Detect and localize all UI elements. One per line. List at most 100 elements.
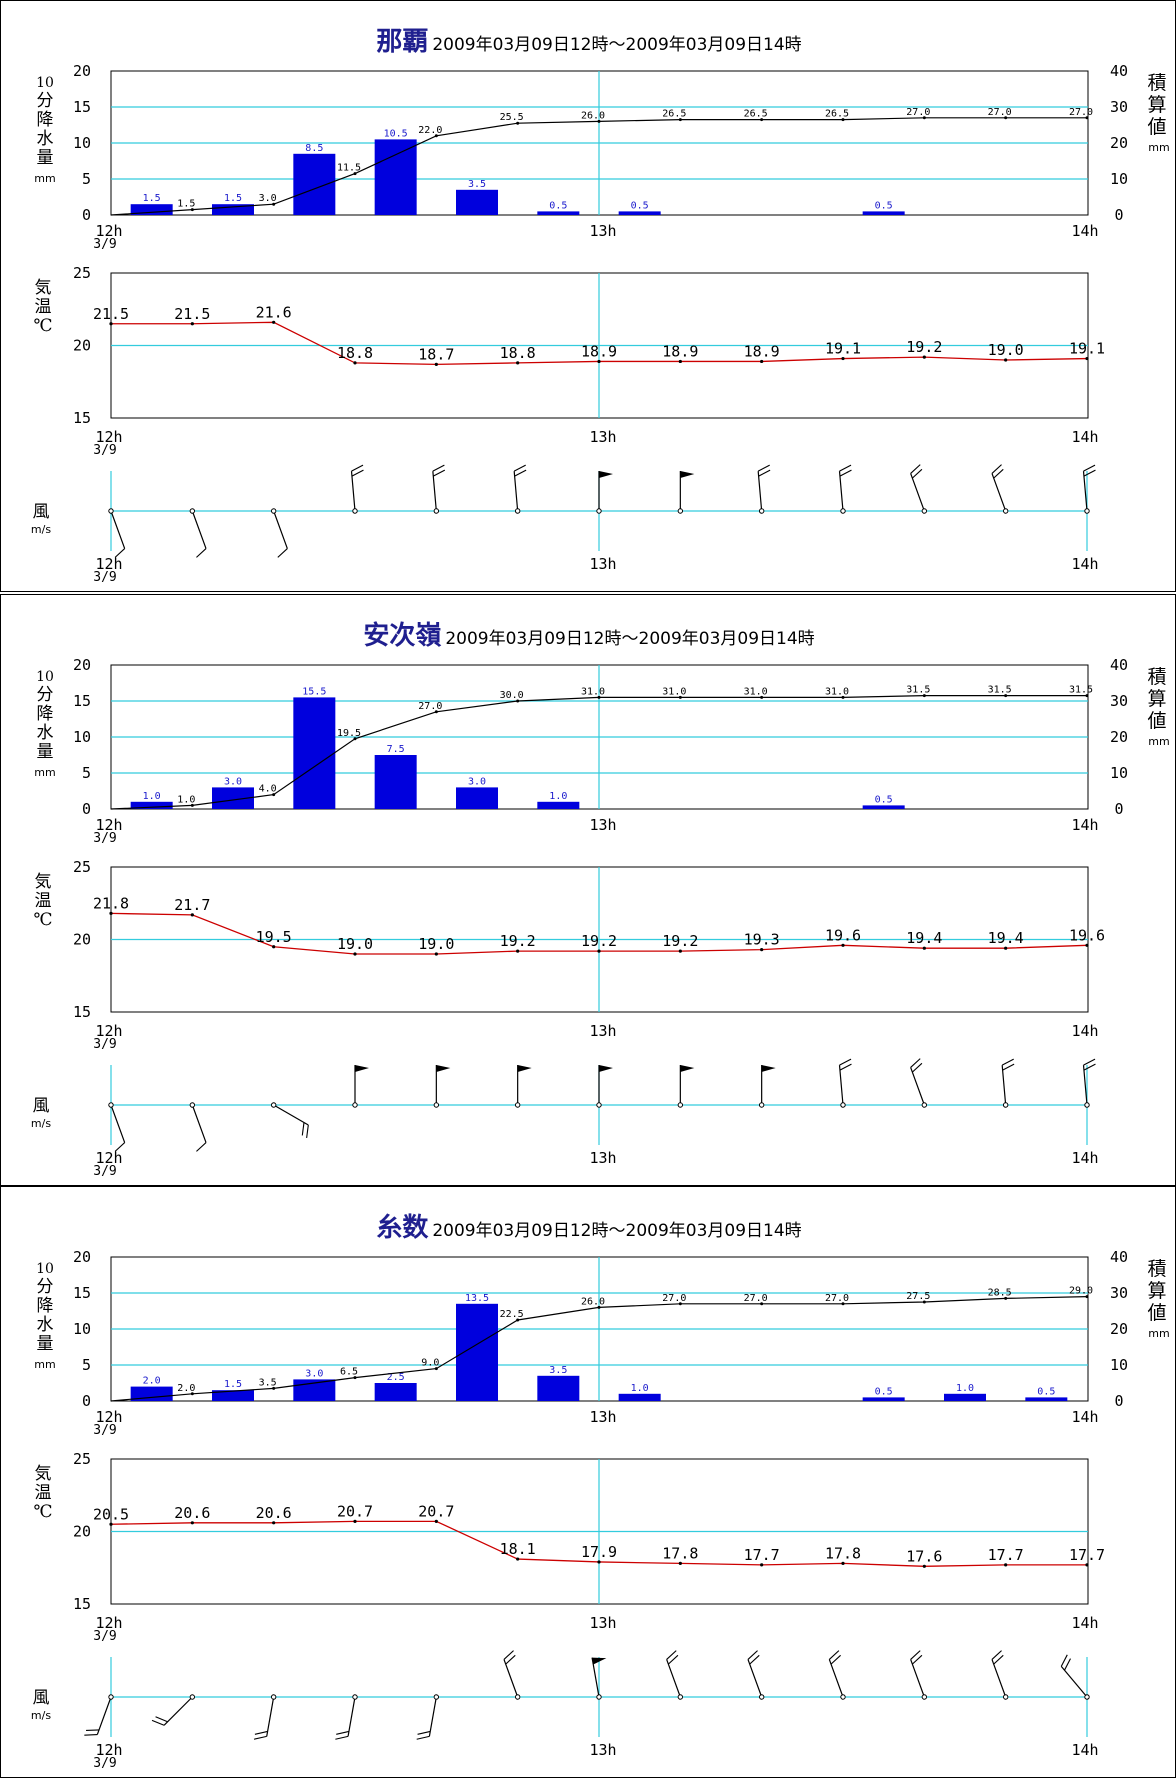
- wind-barb-feather: [910, 1058, 921, 1068]
- wind-barb-pennant: [436, 1065, 451, 1072]
- wind-barb: [991, 464, 1009, 514]
- cumulative-label: 27.0: [1069, 107, 1093, 118]
- rain-bar: [212, 787, 254, 809]
- wind-barb-feather: [196, 1142, 207, 1152]
- wind-barb-station: [677, 1102, 684, 1108]
- wind-barb-shaft: [96, 1696, 112, 1735]
- station-name: 安次嶺: [363, 621, 442, 651]
- temperature-point: [190, 1521, 194, 1525]
- rain-bar-label: 3.0: [468, 776, 486, 787]
- rain-axis-unit: mm: [34, 172, 55, 185]
- wind-barb-feather: [513, 464, 526, 472]
- cum-ytick-label: 20: [1110, 728, 1128, 746]
- wind-barb-feather: [433, 469, 446, 477]
- wind-axis-title: 風: [33, 1096, 50, 1116]
- wind-barb-station: [1084, 1102, 1090, 1108]
- wind-barb-pennant: [761, 1065, 776, 1072]
- temperature-label: 19.6: [1069, 926, 1105, 944]
- temperature-label: 19.2: [662, 932, 698, 950]
- cumulative-point: [434, 710, 438, 714]
- cum-ytick-label: 40: [1110, 656, 1128, 674]
- wind-barb: [270, 508, 288, 558]
- cumulative-point: [434, 134, 438, 138]
- cum-ytick-label: 30: [1110, 98, 1128, 116]
- rain-xtick-label: 13h: [589, 816, 616, 834]
- cumulative-label: 4.0: [259, 784, 277, 795]
- wind-barb-feather: [1083, 1058, 1096, 1066]
- temperature-point: [516, 361, 520, 365]
- temp-xtick-date: 3/9: [93, 443, 116, 458]
- rain-bar-label: 8.5: [305, 143, 323, 154]
- cumulative-label: 27.5: [906, 1291, 930, 1302]
- rain-bar-label: 13.5: [465, 1293, 489, 1304]
- wind-barb-shaft: [838, 1065, 844, 1106]
- rain-bar: [456, 787, 498, 809]
- cum-axis-title-part: 積: [1147, 72, 1166, 94]
- wind-barb: [596, 471, 613, 514]
- temp-xtick-label: 12h: [95, 1614, 122, 1632]
- rain-axis-title-part: 量: [37, 148, 54, 168]
- rain-xtick-label: 12h: [95, 816, 122, 834]
- cumulative-point: [597, 695, 601, 699]
- wind-barb: [910, 1058, 928, 1108]
- wind-axis-title: 風: [33, 1688, 50, 1708]
- wind-barb-feather: [1064, 1658, 1071, 1671]
- rain-axis-title-part: 10: [36, 669, 54, 685]
- cumulative-point: [272, 202, 276, 206]
- cumulative-label: 2.0: [177, 1383, 195, 1394]
- rain-bar-label: 7.5: [387, 744, 405, 755]
- wind-xtick-date: 3/9: [93, 570, 116, 585]
- wind-xtick-label: 14h: [1071, 1149, 1098, 1167]
- rain-bar: [537, 801, 580, 809]
- wind-barb-feather: [335, 1735, 349, 1740]
- rain-bar-label: 2.5: [387, 1372, 405, 1383]
- wind-xtick-date: 3/9: [93, 1164, 116, 1179]
- wind-barb-feather: [114, 1142, 126, 1152]
- wind-barb-shaft: [991, 473, 1007, 512]
- wind-barb-feather: [351, 464, 364, 472]
- wind-barb-feather: [351, 469, 364, 477]
- cumulative-point: [922, 116, 926, 120]
- wind-barb-station: [514, 1102, 521, 1108]
- wind-barb-feather: [1001, 1058, 1014, 1066]
- rain-bar: [212, 1390, 254, 1401]
- temp-xtick-label: 12h: [95, 1022, 122, 1040]
- rain-bar: [374, 139, 417, 215]
- wind-barb-shaft: [266, 1696, 275, 1737]
- wind-barb-feather: [336, 1730, 350, 1735]
- temperature-label: 18.8: [500, 344, 536, 362]
- cumulative-label: 26.5: [662, 109, 686, 120]
- temperature-label: 19.5: [256, 928, 292, 946]
- wind-barb-feather: [830, 1654, 841, 1665]
- rain-ytick-label: 20: [73, 656, 91, 674]
- rain-bar-label: 3.5: [549, 1365, 567, 1376]
- rain-ytick-label: 5: [82, 170, 91, 188]
- rain-bar-label: 1.5: [143, 193, 161, 204]
- cumulative-label: 31.0: [825, 686, 849, 697]
- wind-barb-shaft: [503, 1659, 519, 1698]
- cumulative-point: [190, 208, 194, 212]
- cumulative-point: [922, 1300, 926, 1304]
- rain-xtick-label: 13h: [589, 222, 616, 240]
- cumulative-label: 25.5: [500, 112, 524, 123]
- wind-barb-shaft: [838, 471, 844, 512]
- temperature-point: [434, 952, 438, 956]
- rain-bar-label: 0.5: [875, 794, 893, 805]
- rain-ytick-label: 0: [82, 1392, 91, 1410]
- temp-ytick-label: 15: [73, 1595, 91, 1613]
- wind-barb: [108, 508, 126, 558]
- wind-barb: [1082, 464, 1096, 514]
- cum-axis-title-part: 算: [1147, 94, 1166, 116]
- cum-axis-title-part: 値: [1147, 710, 1166, 732]
- wind-barb: [84, 1694, 114, 1736]
- temp-xtick-label: 14h: [1071, 428, 1098, 446]
- rain-ytick-label: 20: [73, 1248, 91, 1266]
- station-name: 那覇: [376, 27, 429, 57]
- cumulative-point: [516, 699, 520, 703]
- cum-ytick-label: 10: [1110, 170, 1128, 188]
- cumulative-point: [190, 1392, 194, 1396]
- wind-barb: [758, 1065, 776, 1108]
- wind-barb-shaft: [991, 1659, 1007, 1698]
- cumulative-point: [516, 1318, 520, 1322]
- rain-bar-label: 15.5: [302, 686, 326, 697]
